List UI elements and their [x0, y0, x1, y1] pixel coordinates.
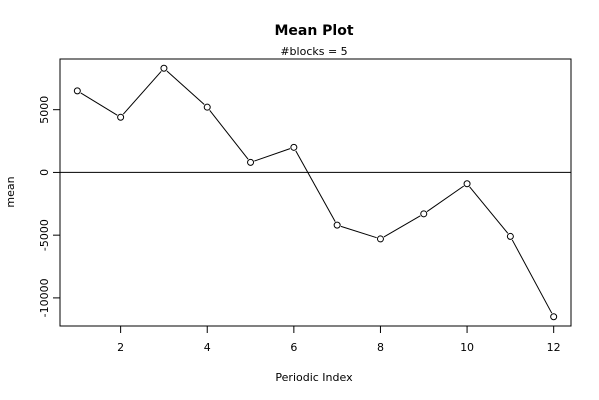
y-tick-label: 0 [38, 169, 51, 176]
x-axis: 2 4 6 8 10 12 [117, 326, 561, 354]
x-tick-label: 6 [290, 341, 297, 354]
data-point [203, 103, 211, 111]
x-axis-label: Periodic Index [275, 371, 353, 384]
series-segment [383, 215, 421, 238]
series-segment [209, 110, 249, 160]
series-segment [254, 148, 291, 162]
series-segment [511, 239, 553, 314]
y-tick-label: -5000 [38, 219, 51, 251]
series-segment [426, 185, 465, 212]
series-segment [122, 70, 162, 115]
plot-frame [59, 58, 572, 327]
data-point [376, 235, 384, 243]
series-segment [80, 92, 118, 116]
chart-title: Mean Plot [274, 23, 353, 39]
x-tick-label: 4 [204, 341, 211, 354]
data-point [290, 143, 298, 151]
data-point [333, 221, 341, 229]
y-axis: -10000 -5000 0 5000 [38, 96, 60, 317]
series-segment [469, 186, 509, 234]
series-mean [73, 64, 558, 321]
data-point [160, 64, 168, 72]
x-tick-label: 12 [547, 341, 561, 354]
data-point [550, 313, 558, 321]
y-tick-label: -10000 [38, 278, 51, 317]
data-point [506, 232, 514, 240]
data-point [247, 158, 255, 166]
x-tick-label: 8 [377, 341, 384, 354]
series-segment [340, 225, 377, 239]
data-point [73, 87, 81, 95]
series-segment [295, 150, 336, 222]
x-tick-label: 10 [460, 341, 474, 354]
y-tick-label: 5000 [38, 96, 51, 124]
data-point [117, 113, 125, 121]
chart-subtitle: #blocks = 5 [280, 45, 347, 58]
x-tick-label: 2 [117, 341, 124, 354]
series-segment [166, 70, 205, 105]
data-point [420, 210, 428, 218]
y-axis-label: mean [4, 176, 17, 207]
data-point [463, 180, 471, 188]
